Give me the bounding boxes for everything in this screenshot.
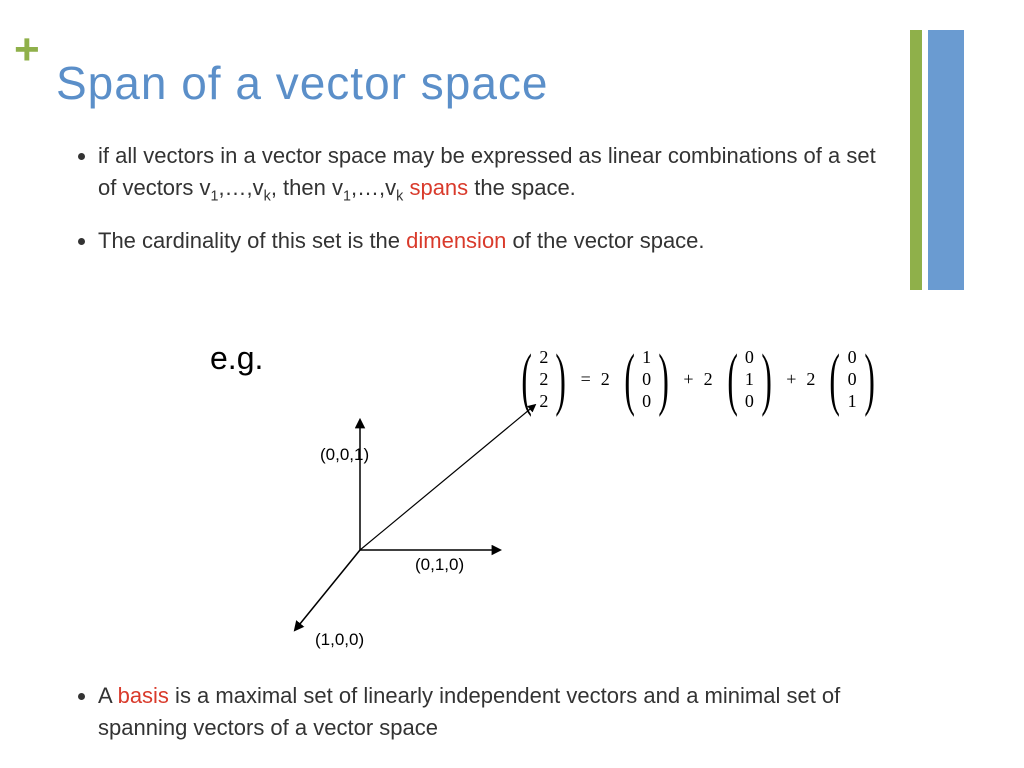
v1-0: 1 <box>642 348 651 368</box>
vec-lhs: ( 2 2 2 ) <box>515 348 573 411</box>
bullet-1-mid2: , then v <box>271 175 343 200</box>
bullet-1-post: the space. <box>468 175 576 200</box>
paren-open-icon: ( <box>624 350 634 410</box>
basis-keyword: basis <box>118 683 169 708</box>
bullet-3: A basis is a maximal set of linearly ind… <box>98 680 890 744</box>
dimension-keyword: dimension <box>406 228 506 253</box>
x-axis-label: (1,0,0) <box>315 630 364 649</box>
bullet-1-mid3: ,…,v <box>351 175 396 200</box>
coef-1: 2 <box>599 369 612 390</box>
plus-1: + <box>681 369 695 390</box>
paren-open-icon: ( <box>830 350 840 410</box>
vec-2: ( 0 1 0 ) <box>721 348 779 411</box>
diag-vector <box>360 405 535 550</box>
decorative-stripes <box>910 30 964 290</box>
z-axis-label: (0,0,1) <box>320 445 369 464</box>
coef-3: 2 <box>804 369 817 390</box>
v2-0: 0 <box>745 348 754 368</box>
y-axis-label: (0,1,0) <box>415 555 464 574</box>
bullet-1: if all vectors in a vector space may be … <box>98 140 890 207</box>
vec-3: ( 0 0 1 ) <box>823 348 881 411</box>
lhs-0: 2 <box>539 348 548 368</box>
bullet-1-mid1: ,…,v <box>218 175 263 200</box>
paren-close-icon: ) <box>864 350 874 410</box>
plus-2: + <box>784 369 798 390</box>
bullet-2-pre: The cardinality of this set is the <box>98 228 406 253</box>
vec-1: ( 1 0 0 ) <box>618 348 676 411</box>
bullet-3-pre: A <box>98 683 118 708</box>
equation: ( 2 2 2 ) = 2 ( 1 0 0 ) + 2 ( 0 1 <box>515 348 881 411</box>
v2-1: 1 <box>745 370 754 390</box>
sub-k1: k <box>264 188 271 204</box>
paren-close-icon: ) <box>556 350 566 410</box>
spans-keyword: spans <box>409 175 468 200</box>
paren-close-icon: ) <box>761 350 771 410</box>
paren-open-icon: ( <box>521 350 531 410</box>
x-axis <box>295 550 360 630</box>
plus-badge: + <box>14 28 40 72</box>
lhs-1: 2 <box>539 370 548 390</box>
v3-1: 0 <box>848 370 857 390</box>
v2-2: 0 <box>745 392 754 412</box>
v3-2: 1 <box>848 392 857 412</box>
bullet-list-bottom: A basis is a maximal set of linearly ind… <box>70 680 890 744</box>
paren-close-icon: ) <box>659 350 669 410</box>
coef-2: 2 <box>702 369 715 390</box>
bullet-2-post: of the vector space. <box>506 228 704 253</box>
sub-1b: 1 <box>343 188 351 204</box>
equals-sign: = <box>579 369 593 390</box>
v1-1: 0 <box>642 370 651 390</box>
page-title: Span of a vector space <box>56 56 549 110</box>
bullet-list-top: if all vectors in a vector space may be … <box>70 140 890 275</box>
stripe-blue <box>928 30 964 290</box>
stripe-green <box>910 30 922 290</box>
v1-2: 0 <box>642 392 651 412</box>
lhs-2: 2 <box>539 392 548 412</box>
axes-diagram: (0,0,1) (0,1,0) (1,0,0) <box>240 360 560 660</box>
bullet-3-post: is a maximal set of linearly independent… <box>98 683 840 740</box>
figure-area: e.g. (0,0,1) (0,1,0) (1,0,0) ( 2 2 2 ) =… <box>60 320 960 660</box>
v3-0: 0 <box>848 348 857 368</box>
bullet-2: The cardinality of this set is the dimen… <box>98 225 890 257</box>
paren-open-icon: ( <box>727 350 737 410</box>
